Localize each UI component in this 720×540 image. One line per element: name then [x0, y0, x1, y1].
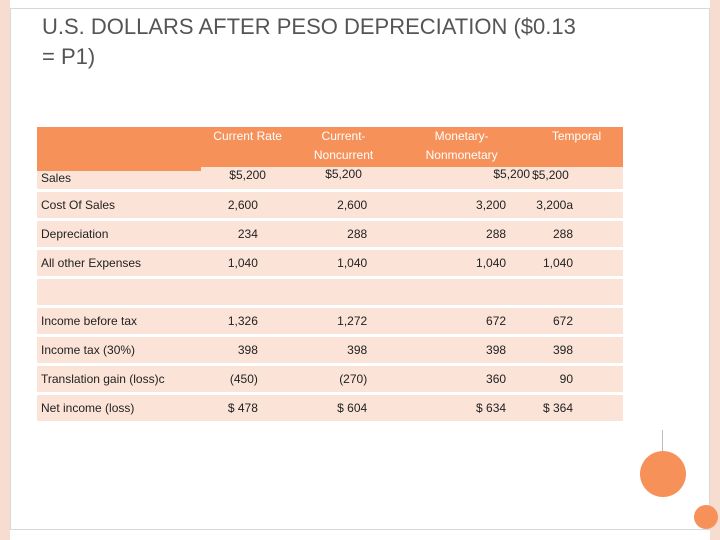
sales-label-text: Sales — [41, 171, 72, 185]
col-monetary-line2: Nonmonetary — [425, 148, 498, 162]
row-current-noncurrent — [293, 279, 394, 305]
decor-circle-large — [640, 451, 686, 497]
row-current-noncurrent: 1,040 — [293, 250, 394, 276]
row-monetary: 288 — [393, 221, 531, 247]
decor-circle-small — [694, 505, 718, 529]
row-current-rate: 1,040 — [201, 250, 294, 276]
slide-title: U.S. DOLLARS AFTER PESO DEPRECIATION ($0… — [42, 12, 682, 72]
translation-table: Sales Current Rate $5,200 Current- Noncu… — [37, 124, 623, 424]
table-row: Net income (loss) $ 478 $ 604 $ 634 $ 36… — [37, 395, 623, 421]
row-label: Translation gain (loss)c — [37, 366, 202, 392]
row-monetary — [393, 279, 531, 305]
col-current-rate-label: Current Rate — [213, 129, 282, 143]
table-row — [37, 279, 623, 305]
row-current-rate: (450) — [201, 366, 294, 392]
table-row: Income before tax 1,326 1,272 672 672 — [37, 308, 623, 334]
row-monetary: 3,200 — [393, 192, 531, 218]
row-label: All other Expenses — [37, 250, 202, 276]
row-temporal: 672 — [530, 308, 623, 334]
row-current-noncurrent: $ 604 — [293, 395, 394, 421]
header-row: Sales Current Rate $5,200 Current- Noncu… — [37, 127, 623, 189]
row-current-noncurrent: 398 — [293, 337, 394, 363]
sales-current-noncurrent: $5,200 — [325, 167, 362, 181]
sales-current-rate: $5,200 — [229, 168, 266, 182]
title-line-2: = P1) — [42, 44, 96, 69]
sales-monetary: $5,200 — [493, 167, 531, 181]
row-monetary: $ 634 — [393, 395, 531, 421]
row-temporal: 90 — [530, 366, 623, 392]
col-current-noncurrent-line1: Current- — [321, 129, 366, 143]
slide-frame — [10, 8, 710, 530]
row-current-rate — [201, 279, 294, 305]
row-monetary: 398 — [393, 337, 531, 363]
row-temporal: 398 — [530, 337, 623, 363]
row-monetary: 1,040 — [393, 250, 531, 276]
sales-label: Sales — [37, 127, 202, 189]
decor-connector-line — [662, 430, 663, 451]
row-current-rate: 398 — [201, 337, 294, 363]
col-monetary-nonmonetary: Monetary- Nonmonetary $5,200 — [393, 127, 531, 189]
sales-temporal: $5,200 — [532, 168, 569, 182]
col-current-rate: Current Rate $5,200 — [201, 127, 294, 189]
col-current-noncurrent: Current- Noncurrent $5,200 — [293, 127, 394, 189]
col-temporal-label: Temporal — [551, 129, 602, 143]
row-label: Net income (loss) — [37, 395, 202, 421]
row-temporal: 1,040 — [530, 250, 623, 276]
table-row: Depreciation 234 288 288 288 — [37, 221, 623, 247]
row-label: Depreciation — [37, 221, 202, 247]
col-temporal: Temporal $5,200 — [530, 127, 623, 189]
row-label — [37, 279, 202, 305]
row-current-rate: 2,600 — [201, 192, 294, 218]
left-border-stripe — [0, 0, 10, 540]
table-row: Income tax (30%) 398 398 398 398 — [37, 337, 623, 363]
row-temporal: 3,200a — [530, 192, 623, 218]
row-label: Income tax (30%) — [37, 337, 202, 363]
row-current-noncurrent: (270) — [293, 366, 394, 392]
row-temporal: 288 — [530, 221, 623, 247]
row-monetary: 672 — [393, 308, 531, 334]
right-border-stripe — [710, 0, 720, 540]
col-current-noncurrent-line2: Noncurrent — [313, 148, 374, 162]
row-current-noncurrent: 1,272 — [293, 308, 394, 334]
row-current-noncurrent: 2,600 — [293, 192, 394, 218]
col-monetary-line1: Monetary- — [434, 129, 489, 143]
row-current-rate: 234 — [201, 221, 294, 247]
row-label: Income before tax — [37, 308, 202, 334]
title-line-1: U.S. DOLLARS AFTER PESO DEPRECIATION ($0… — [42, 14, 576, 39]
table-row: Translation gain (loss)c (450) (270) 360… — [37, 366, 623, 392]
row-current-rate: $ 478 — [201, 395, 294, 421]
row-temporal — [530, 279, 623, 305]
row-current-noncurrent: 288 — [293, 221, 394, 247]
row-monetary: 360 — [393, 366, 531, 392]
table-row: All other Expenses 1,040 1,040 1,040 1,0… — [37, 250, 623, 276]
row-current-rate: 1,326 — [201, 308, 294, 334]
row-label: Cost Of Sales — [37, 192, 202, 218]
row-temporal: $ 364 — [530, 395, 623, 421]
table-row: Cost Of Sales 2,600 2,600 3,200 3,200a — [37, 192, 623, 218]
